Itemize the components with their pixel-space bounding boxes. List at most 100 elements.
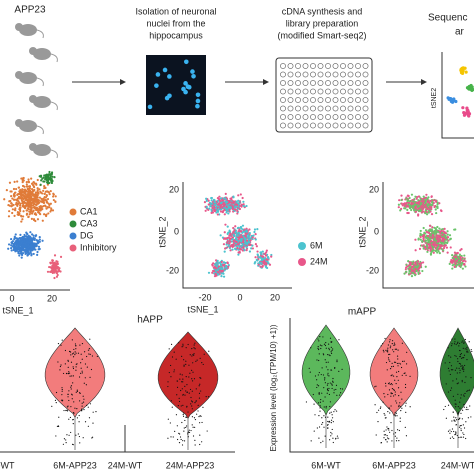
jitter-dot	[208, 350, 210, 352]
jitter-dot	[388, 389, 391, 391]
jitter-dot	[374, 386, 376, 388]
legend-swatch	[69, 208, 77, 216]
mouse	[29, 95, 37, 103]
cell-dot	[28, 238, 31, 242]
jitter-dot	[62, 372, 65, 375]
cell-dot	[438, 244, 441, 247]
jitter-dot	[199, 383, 201, 385]
well	[317, 80, 324, 86]
jitter-dot	[457, 341, 459, 343]
jitter-dot	[173, 371, 175, 373]
jitter-dot	[188, 431, 191, 434]
cell-dot	[449, 246, 452, 249]
cell-dot	[257, 263, 260, 266]
jitter-dot	[336, 435, 339, 437]
cell-dot	[241, 196, 244, 200]
cell-dot	[40, 205, 43, 209]
jitter-dot	[168, 371, 170, 374]
jitter-dot	[450, 389, 452, 391]
cell-dot	[217, 203, 220, 206]
jitter-dot	[455, 424, 457, 426]
jitter-dot	[68, 434, 70, 436]
cell-dot	[458, 253, 461, 256]
cell-dot	[20, 246, 23, 249]
cell-dot	[415, 201, 418, 205]
cell-dot	[38, 247, 41, 251]
jitter-dot	[454, 338, 456, 340]
cell-dot	[444, 241, 447, 244]
jitter-dot	[460, 352, 462, 355]
cell-dot	[205, 199, 208, 202]
jitter-dot	[186, 391, 188, 393]
cell-dot	[438, 252, 441, 255]
jitter-dot	[62, 443, 65, 445]
cell-dot	[10, 249, 13, 252]
jitter-dot	[180, 438, 182, 441]
cell-dot	[44, 196, 48, 199]
cell-dot	[256, 228, 259, 231]
jitter-dot	[75, 352, 77, 354]
well	[280, 122, 286, 129]
cell-dot	[227, 245, 230, 248]
jitter-dot	[184, 385, 186, 387]
cell-dot	[16, 237, 19, 240]
jitter-dot	[463, 342, 465, 344]
cell-dot	[431, 229, 434, 232]
jitter-dot	[466, 351, 468, 353]
cell-dot	[424, 236, 427, 239]
jitter-dot	[73, 401, 75, 403]
jitter-dot	[316, 427, 318, 429]
nucleus	[191, 73, 196, 79]
jitter-dot	[318, 415, 320, 417]
well	[317, 122, 324, 129]
jitter-dot	[74, 343, 77, 345]
jitter-dot	[68, 418, 70, 420]
cell-dot	[32, 206, 35, 209]
cell-dot	[57, 268, 61, 271]
jitter-dot	[321, 345, 323, 347]
cell-dot	[425, 239, 428, 242]
cell-dot	[407, 203, 410, 206]
cell-dot	[10, 244, 13, 247]
legend-swatch	[69, 232, 77, 240]
mini-dot	[462, 113, 467, 117]
jitter-dot	[171, 356, 174, 358]
cell-dot	[407, 272, 411, 275]
cell-dot	[29, 231, 32, 234]
mini-dot	[462, 111, 466, 115]
violin-plot: mAPP Expression level (log₂(TPM/10) +1))…	[269, 307, 474, 470]
jitter-dot	[389, 353, 391, 355]
jitter-dot	[195, 360, 197, 362]
jitter-dot	[91, 355, 94, 357]
cell-dot	[11, 208, 14, 211]
cell-dot	[31, 204, 34, 207]
cell-dot	[21, 184, 25, 188]
well	[310, 71, 316, 78]
cell-dot	[236, 210, 239, 213]
cell-dot	[14, 187, 18, 191]
jitter-dot	[466, 346, 468, 349]
cell-dot	[220, 267, 223, 271]
well	[340, 105, 346, 112]
cell-dot	[35, 193, 38, 196]
well	[317, 105, 324, 112]
cell-dot	[221, 269, 224, 272]
jitter-dot	[54, 399, 57, 402]
cell-dot	[18, 192, 22, 195]
cell-dot	[50, 181, 54, 185]
legend-label: 24M	[310, 256, 328, 266]
jitter-dot	[451, 343, 453, 345]
jitter-dot	[70, 386, 72, 388]
cell-dot	[17, 245, 20, 248]
jitter-dot	[460, 397, 462, 399]
jitter-dot	[324, 396, 326, 398]
jitter-dot	[451, 436, 454, 438]
jitter-dot	[386, 435, 388, 437]
cell-dot	[240, 227, 243, 230]
jitter-dot	[60, 364, 62, 366]
cell-dot	[224, 247, 227, 250]
cell-dot	[406, 199, 409, 203]
jitter-dot	[201, 441, 203, 443]
jitter-dot	[458, 349, 461, 352]
jitter-dot	[76, 389, 78, 391]
